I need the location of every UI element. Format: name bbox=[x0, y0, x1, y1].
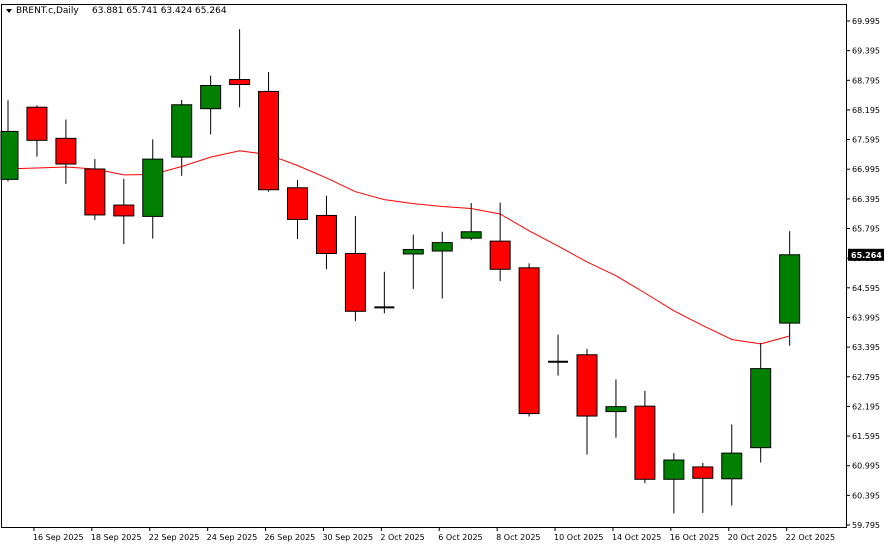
y-tick-label: 67.595 bbox=[852, 136, 880, 145]
y-tick-label: 65.795 bbox=[852, 225, 880, 234]
symbol-label: BRENT.c,Daily bbox=[16, 6, 79, 16]
candle bbox=[200, 75, 222, 135]
x-tick-label: 24 Sep 2025 bbox=[207, 533, 258, 542]
y-tick-label: 69.395 bbox=[852, 47, 880, 56]
x-tick-label: 6 Oct 2025 bbox=[438, 533, 482, 542]
candle-body bbox=[200, 84, 222, 110]
candle-body bbox=[402, 249, 424, 255]
current-price-marker: 65.264 bbox=[848, 248, 884, 261]
current-price-label-bg bbox=[848, 248, 884, 261]
x-tick-label: 8 Oct 2025 bbox=[496, 533, 540, 542]
y-tick-label: 66.995 bbox=[852, 165, 880, 174]
y-tick-label: 60.395 bbox=[852, 491, 880, 500]
candle bbox=[750, 342, 772, 463]
triangle-down-icon[interactable] bbox=[6, 9, 12, 13]
candle bbox=[548, 334, 569, 376]
candle bbox=[518, 263, 540, 417]
y-tick-label: 62.795 bbox=[852, 373, 880, 382]
candle-body bbox=[0, 130, 19, 180]
candle-body bbox=[663, 459, 685, 480]
candle bbox=[55, 119, 77, 184]
candle-body bbox=[721, 452, 743, 480]
candle bbox=[229, 29, 251, 108]
candle bbox=[402, 234, 424, 290]
candle bbox=[605, 379, 627, 438]
candle-body bbox=[113, 204, 135, 217]
y-tick-label: 64.595 bbox=[852, 284, 880, 293]
moving-average-line bbox=[1, 150, 790, 345]
candle-body bbox=[26, 106, 48, 141]
candle bbox=[26, 105, 48, 157]
x-tick-label: 26 Sep 2025 bbox=[265, 533, 316, 542]
candle-body bbox=[518, 267, 540, 415]
y-tick-label: 60.995 bbox=[852, 462, 880, 471]
candle bbox=[634, 390, 656, 484]
x-tick-label: 2 Oct 2025 bbox=[380, 533, 424, 542]
y-tick-label: 68.795 bbox=[852, 76, 880, 85]
x-tick-label: 22 Sep 2025 bbox=[149, 533, 200, 542]
x-tick-label: 10 Oct 2025 bbox=[554, 533, 603, 542]
candle bbox=[315, 195, 337, 270]
y-tick-label: 61.595 bbox=[852, 432, 880, 441]
candle-body bbox=[489, 240, 511, 270]
candle bbox=[692, 462, 714, 513]
candle-body bbox=[142, 158, 164, 217]
y-tick-label: 59.795 bbox=[852, 521, 880, 530]
ohlc-readout: 63.881 65.741 63.424 65.264 bbox=[92, 6, 227, 16]
candle-body bbox=[55, 137, 77, 165]
candle-body bbox=[287, 187, 308, 220]
x-tick-label: 18 Sep 2025 bbox=[91, 533, 142, 542]
x-tick-label: 16 Sep 2025 bbox=[33, 533, 84, 542]
current-price-label: 65.264 bbox=[851, 251, 882, 260]
x-tick-label: 14 Oct 2025 bbox=[612, 533, 661, 542]
candle bbox=[779, 231, 801, 346]
candle bbox=[171, 99, 193, 176]
y-tick-label: 63.395 bbox=[852, 343, 880, 352]
x-tick-label: 22 Oct 2025 bbox=[786, 533, 835, 542]
time-axis: 16 Sep 2025 18 Sep 2025 22 Sep 2025 24 Sep … bbox=[33, 527, 835, 542]
moving-average-layer bbox=[1, 150, 790, 345]
candle bbox=[113, 178, 135, 245]
candle-body bbox=[605, 406, 627, 413]
x-tick-label: 20 Oct 2025 bbox=[728, 533, 777, 542]
candle-body bbox=[315, 214, 337, 254]
candle bbox=[721, 424, 743, 506]
candle-body bbox=[779, 254, 801, 324]
candle-body bbox=[229, 79, 251, 85]
candle-body bbox=[750, 368, 772, 449]
candle bbox=[142, 139, 164, 239]
candle bbox=[84, 159, 106, 220]
y-tick-label: 66.395 bbox=[852, 195, 880, 204]
candle-body bbox=[431, 242, 453, 252]
candle-body bbox=[576, 354, 598, 417]
candle bbox=[489, 202, 511, 282]
candle bbox=[258, 72, 280, 192]
candle-body bbox=[258, 90, 280, 191]
candle-body bbox=[634, 405, 656, 480]
candle bbox=[460, 203, 482, 241]
candle-body bbox=[171, 104, 193, 158]
y-tick-label: 63.995 bbox=[852, 313, 880, 322]
candle bbox=[663, 453, 685, 514]
y-tick-label: 62.195 bbox=[852, 402, 880, 411]
x-tick-label: 16 Oct 2025 bbox=[670, 533, 719, 542]
candle-body bbox=[344, 252, 366, 312]
plot-frame bbox=[1, 4, 847, 528]
candle-body bbox=[460, 231, 482, 239]
candle bbox=[576, 348, 598, 455]
candle-body bbox=[84, 168, 106, 216]
price-axis: 69.995 69.395 68.795 68.195 67.595 66.995 66.3… bbox=[846, 17, 880, 530]
candle bbox=[374, 271, 395, 314]
y-tick-label: 69.995 bbox=[852, 17, 880, 26]
candle bbox=[287, 179, 308, 240]
y-tick-label: 68.195 bbox=[852, 106, 880, 115]
candle bbox=[0, 100, 19, 182]
x-tick-label: 30 Sep 2025 bbox=[322, 533, 373, 542]
candle bbox=[431, 231, 453, 299]
candle bbox=[344, 215, 366, 322]
candles-layer bbox=[0, 29, 801, 514]
candle-body bbox=[692, 466, 714, 479]
